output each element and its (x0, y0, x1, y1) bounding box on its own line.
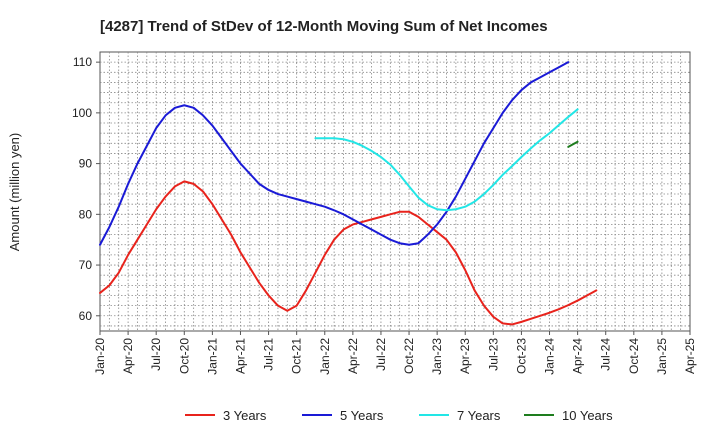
x-tick-label: Jul-22 (374, 338, 388, 371)
x-tick-label: Oct-24 (627, 338, 641, 374)
legend: 3 Years 5 Years 7 Years 10 Years (185, 408, 613, 423)
plot-frame (99, 51, 691, 332)
x-tick-label: Apr-22 (346, 338, 360, 374)
x-tick-label: Apr-21 (233, 338, 247, 374)
x-tick-label: Jan-25 (655, 338, 669, 375)
x-tick-label: Apr-25 (683, 338, 697, 374)
legend-label: 10 Years (562, 408, 613, 423)
x-axis: Jan-20 Apr-20 Jul-20 Oct-20 Jan-21 Apr-21 Jul-… (93, 331, 697, 375)
grid-lines (100, 52, 690, 331)
x-tick-label: Oct-20 (177, 338, 191, 374)
series-layer (99, 61, 598, 326)
x-tick-label: Jan-24 (543, 338, 557, 375)
x-tick-label: Jul-23 (486, 338, 500, 371)
series-line (314, 108, 579, 212)
legend-label: 5 Years (340, 408, 384, 423)
x-tick-label: Apr-23 (458, 338, 472, 374)
y-tick-label: 70 (79, 258, 93, 272)
x-tick-label: Jul-24 (599, 338, 613, 371)
x-tick-label: Apr-20 (121, 338, 135, 374)
x-tick-label: Jan-22 (318, 338, 332, 375)
chart-title: [4287] Trend of StDev of 12-Month Moving… (100, 18, 548, 35)
y-tick-label: 100 (72, 106, 92, 120)
plot-area (99, 51, 691, 332)
series-line (99, 61, 570, 246)
y-tick-label: 90 (79, 157, 93, 171)
y-axis: 60 70 80 90 100 110 (72, 55, 100, 323)
x-tick-label: Oct-22 (402, 338, 416, 374)
x-tick-label: Jan-20 (93, 338, 107, 375)
x-tick-label: Jan-21 (205, 338, 219, 375)
x-tick-label: Oct-23 (514, 338, 528, 374)
x-tick-label: Jul-20 (149, 338, 163, 371)
y-tick-label: 80 (79, 207, 93, 221)
y-axis-label: Amount (million yen) (7, 133, 22, 252)
x-tick-label: Jan-23 (430, 338, 444, 375)
x-tick-label: Oct-21 (290, 338, 304, 374)
y-tick-label: 110 (73, 55, 92, 69)
x-tick-label: Apr-24 (571, 338, 585, 374)
y-tick-label: 60 (79, 309, 93, 323)
legend-label: 3 Years (223, 408, 267, 423)
series-line (567, 140, 579, 148)
series-line (99, 180, 598, 326)
x-tick-label: Jul-21 (262, 338, 276, 371)
legend-label: 7 Years (457, 408, 501, 423)
